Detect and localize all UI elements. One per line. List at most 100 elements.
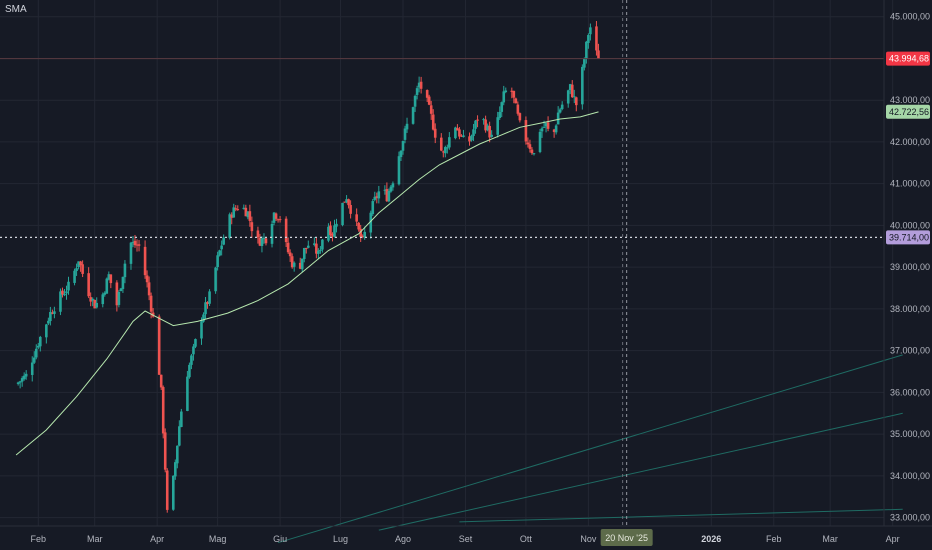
candle[interactable] (109, 274, 113, 284)
candle[interactable] (200, 321, 203, 339)
candle[interactable] (433, 128, 437, 138)
candle[interactable] (583, 58, 586, 68)
candle[interactable] (460, 135, 463, 137)
candle[interactable] (93, 299, 97, 309)
trend-line[interactable] (277, 354, 903, 544)
candle[interactable] (103, 292, 107, 295)
candle[interactable] (333, 225, 336, 237)
candle[interactable] (425, 90, 429, 98)
candle[interactable] (335, 223, 338, 227)
candle[interactable] (107, 274, 111, 280)
candle[interactable] (147, 282, 151, 296)
candle[interactable] (214, 267, 217, 292)
candle[interactable] (429, 105, 433, 114)
candle[interactable] (232, 207, 236, 218)
candle[interactable] (47, 320, 50, 324)
candle[interactable] (315, 243, 318, 254)
candle[interactable] (284, 218, 288, 243)
candle[interactable] (49, 311, 52, 322)
candle[interactable] (413, 95, 417, 107)
candle[interactable] (442, 151, 445, 153)
candle[interactable] (73, 270, 76, 283)
candle[interactable] (572, 96, 576, 98)
candle[interactable] (292, 262, 296, 267)
candle[interactable] (488, 125, 491, 138)
candle[interactable] (369, 212, 373, 233)
candle[interactable] (65, 291, 68, 294)
candle[interactable] (566, 90, 570, 104)
candle[interactable] (190, 355, 193, 365)
candle[interactable] (502, 91, 506, 103)
candle[interactable] (512, 90, 516, 98)
candle[interactable] (417, 82, 421, 88)
candle[interactable] (180, 411, 183, 427)
candle[interactable] (165, 470, 169, 510)
candle[interactable] (415, 88, 419, 95)
candle[interactable] (174, 462, 177, 477)
candle[interactable] (45, 324, 48, 338)
candle[interactable] (20, 378, 24, 382)
candle[interactable] (532, 153, 536, 155)
candle[interactable] (585, 41, 588, 59)
candle[interactable] (482, 119, 485, 121)
candle[interactable] (454, 127, 457, 139)
candle[interactable] (427, 96, 431, 105)
candle[interactable] (524, 120, 528, 142)
candle[interactable] (171, 475, 175, 510)
candle[interactable] (34, 348, 38, 358)
sma-line[interactable] (15, 111, 599, 456)
candle[interactable] (16, 382, 20, 384)
candle[interactable] (123, 263, 127, 278)
candle[interactable] (178, 426, 181, 446)
candle[interactable] (391, 183, 395, 188)
candle[interactable] (222, 237, 225, 245)
candle[interactable] (218, 250, 221, 256)
candle[interactable] (276, 219, 280, 221)
trend-line[interactable] (378, 412, 903, 531)
candle[interactable] (516, 104, 520, 114)
candle[interactable] (121, 276, 125, 289)
candle[interactable] (302, 248, 306, 259)
candle[interactable] (560, 104, 564, 110)
candle[interactable] (587, 35, 590, 43)
candle[interactable] (474, 120, 477, 129)
candle[interactable] (286, 242, 290, 253)
candle[interactable] (262, 237, 266, 240)
candle[interactable] (595, 26, 598, 51)
candle[interactable] (149, 295, 153, 312)
candle[interactable] (383, 189, 387, 191)
candle[interactable] (528, 144, 532, 149)
candle[interactable] (204, 302, 207, 315)
candle[interactable] (355, 214, 358, 222)
candle[interactable] (264, 238, 268, 244)
candle[interactable] (518, 113, 522, 121)
candle[interactable] (87, 273, 90, 297)
candle[interactable] (319, 249, 322, 251)
candle[interactable] (131, 242, 135, 244)
candle[interactable] (359, 228, 362, 237)
candle[interactable] (272, 212, 276, 223)
candle[interactable] (260, 238, 264, 246)
candle[interactable] (53, 311, 56, 314)
candle[interactable] (544, 122, 548, 127)
candle[interactable] (176, 445, 179, 464)
candle[interactable] (397, 156, 401, 185)
candle[interactable] (357, 222, 360, 230)
candle[interactable] (234, 208, 238, 210)
candle[interactable] (329, 225, 332, 235)
trend-line[interactable] (459, 508, 903, 523)
candle[interactable] (79, 261, 82, 266)
candle[interactable] (274, 213, 278, 219)
candle[interactable] (133, 240, 137, 246)
candle[interactable] (81, 264, 84, 274)
candle[interactable] (115, 282, 119, 306)
candle[interactable] (327, 226, 330, 241)
candle[interactable] (95, 302, 99, 308)
candle[interactable] (411, 107, 415, 124)
candle[interactable] (542, 126, 546, 128)
candle[interactable] (161, 387, 165, 434)
candle[interactable] (431, 114, 435, 130)
candle[interactable] (568, 84, 572, 91)
candle[interactable] (143, 246, 147, 276)
candle[interactable] (61, 290, 64, 295)
